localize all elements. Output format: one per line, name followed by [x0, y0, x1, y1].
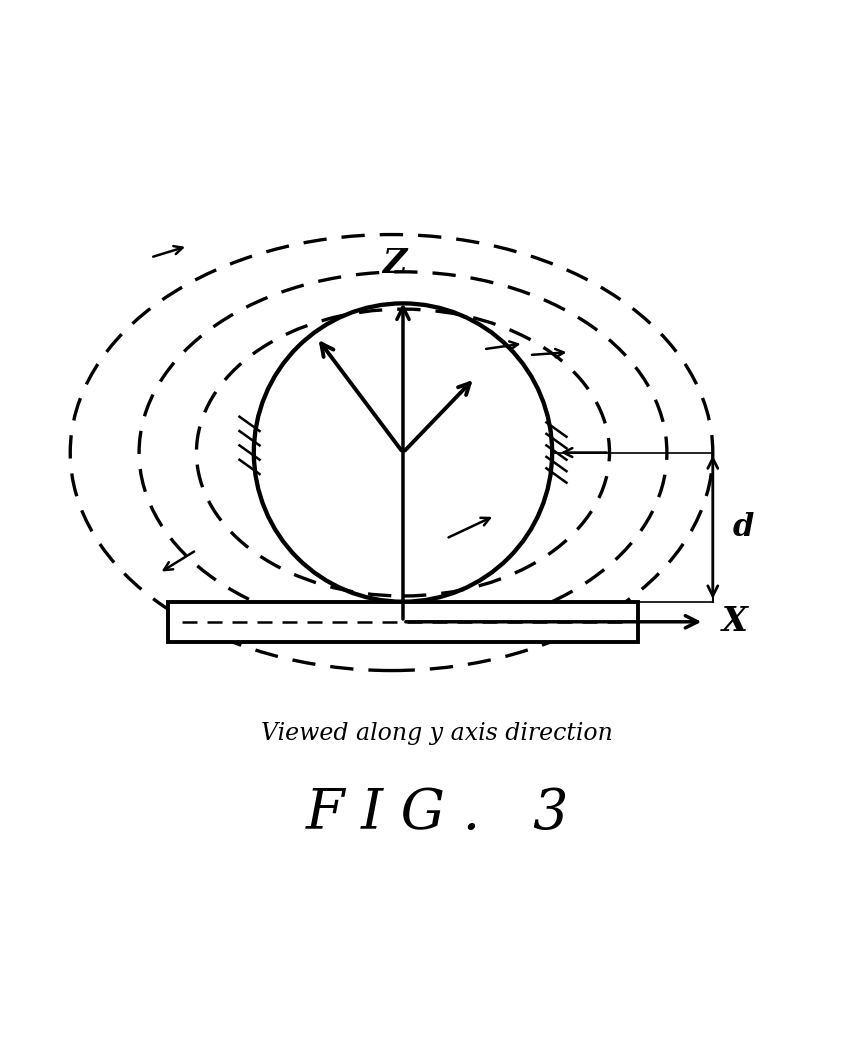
Text: d: d	[733, 512, 754, 543]
Text: Z: Z	[382, 247, 407, 281]
Text: Viewed along y axis direction: Viewed along y axis direction	[261, 722, 613, 745]
Text: X: X	[722, 605, 747, 638]
Text: F I G .   3: F I G . 3	[306, 787, 569, 842]
Bar	[168, 602, 638, 642]
